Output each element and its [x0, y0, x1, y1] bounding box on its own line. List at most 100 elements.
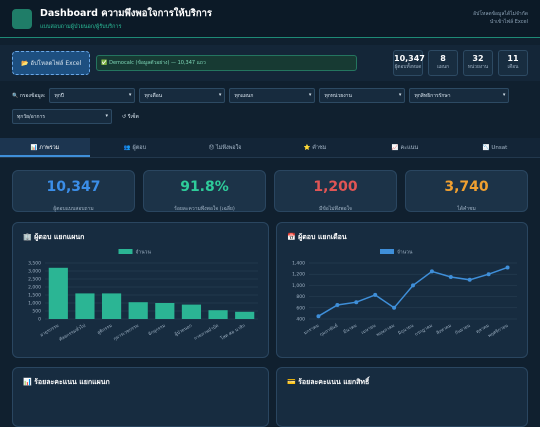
panel: 📊 ร้อยละคะแนน แยกแผนก [12, 367, 269, 427]
panel-title: 📊 ร้อยละคะแนน แยกแผนก [23, 378, 110, 386]
chart-title: 📅 ผู้ตอบ แยกเดือน [287, 233, 347, 241]
y-tick-label: 3,500 [28, 261, 41, 267]
bar [208, 310, 228, 319]
filter-label: 🔍 กรองข้อมูล: [12, 92, 46, 99]
y-tick-label: 1,000 [28, 301, 41, 307]
subtitle: แบบสอบถามผู้ป่วยนอก/ผู้รับบริการ [40, 24, 122, 30]
chart-panel: 🏢 ผู้ตอบ แยกแผนก จำนวน 0 500 1,000 1,500 2,000… [12, 222, 269, 358]
note-line: นำเข้าไฟล์ Excel [489, 19, 528, 25]
panel-title: 💳 ร้อยละคะแนน แยกสิทธิ์ [287, 378, 370, 386]
point [486, 272, 491, 277]
x-tick-label: จักษุกรรม [147, 323, 166, 338]
stat-value: 11 [507, 54, 519, 63]
filter-select[interactable]: ทุกเดือน [139, 88, 226, 103]
kpi-card: 1,200 มีข้อไม่พึงพอใจ [274, 170, 397, 212]
kpi-value: 1,200 [313, 179, 358, 195]
stat: 32 หน่วยงาน [463, 50, 493, 76]
y-tick-label: 400 [296, 317, 305, 323]
kpi-card: 3,740 ได้คำชม [405, 170, 528, 212]
point [505, 265, 510, 270]
x-tick-label: พฤศจิกายน [487, 323, 509, 339]
point [411, 283, 415, 288]
tab[interactable]: 📉 Unsat [482, 145, 508, 151]
x-tick-label: อายุรกรรม [39, 323, 60, 339]
kpi-card: 91.8% ร้อยละความพึงพอใจ (เฉลี่ย) [143, 170, 266, 212]
stat-label: แผนก [436, 65, 450, 70]
point [467, 277, 472, 282]
reset-button[interactable]: ↺ รีเซ็ต [122, 113, 139, 120]
y-tick-label: 800 [296, 294, 305, 300]
panel: 💳 ร้อยละคะแนน แยกสิทธิ์ [276, 367, 528, 427]
x-tick-label: สูติกรรม [96, 323, 113, 336]
kpi-label: ผู้ตอบแบบสอบถาม [53, 206, 94, 212]
filter-select[interactable]: ทุกวัย/อาการ [12, 109, 112, 124]
stat: 11 เดือน [498, 50, 528, 76]
x-tick-label: พฤษภาคม [375, 323, 395, 338]
y-tick-label: 2,500 [28, 277, 41, 283]
tab[interactable]: ⭐ คำชม [303, 145, 327, 151]
chart: จำนวน 0 500 1,000 1,500 2,000 2,500 3,000 3,500 อ… [28, 249, 258, 343]
y-tick-label: 600 [296, 305, 305, 311]
bar [181, 304, 202, 319]
bar [101, 293, 122, 319]
stat-value: 32 [472, 54, 484, 63]
point [335, 303, 340, 307]
filter-select[interactable]: ทุกแผนก [229, 88, 316, 103]
x-tick-label: กุมารเวชกรรม [112, 323, 140, 342]
legend-label: จำนวน [397, 250, 413, 256]
bar [75, 293, 95, 319]
tab[interactable]: 😞 ไม่พึงพอใจ [208, 145, 242, 151]
chart: จำนวน 400 600 800 1,000 1,200 1,400 มกราคม กุมภา… [292, 249, 517, 339]
header: Dashboard ความพึงพอใจการให้บริการแบบสอบถ… [0, 0, 540, 38]
point [316, 314, 321, 319]
kpi-label: มีข้อไม่พึงพอใจ [319, 206, 352, 212]
kpi-value: 3,740 [444, 179, 489, 195]
filter-select[interactable]: ทุกสิทธิการรักษา [409, 88, 510, 103]
stats: 10,347 ผู้ตอบทั้งหมด 8 แผนก 32 หน่วยงาน 11 เดือ… [393, 50, 528, 76]
line [318, 266, 508, 317]
kpi-label: ได้คำชม [457, 206, 476, 212]
y-tick-label: 1,200 [292, 272, 305, 278]
page: Dashboard ความพึงพอใจการให้บริการแบบสอบถ… [0, 0, 540, 405]
x-tick-label: ผู้ป่วยนอก [174, 323, 194, 338]
logo [12, 8, 32, 29]
x-tick-label: เมษายน [361, 324, 377, 336]
x-tick-label: โสต ศอ นาสิก [219, 322, 247, 342]
bar [155, 303, 175, 319]
upload-button[interactable]: 📂 อัปโหลดไฟล์ Excel [12, 51, 91, 75]
note-line: อัปโหลดข้อมูลได้ไม่จำกัด [473, 11, 528, 17]
x-tick-label: กุมภาพันธ์ [318, 322, 339, 338]
bar [128, 302, 148, 319]
point [373, 292, 378, 297]
tab[interactable]: 📊 ภาพรวม [0, 138, 90, 157]
y-tick-label: 0 [38, 317, 41, 323]
status: ✅ Democalc (ข้อมูลตัวอย่าง) — 10,347 แถว [96, 55, 357, 71]
x-tick-label: ศัลยกรรมทั่วไป [58, 322, 87, 343]
stat-label: เดือน [507, 65, 519, 70]
point [354, 300, 359, 305]
toolbar: 📂 อัปโหลดไฟล์ Excel ✅ Democalc (ข้อมูลตั… [0, 45, 540, 81]
x-tick-label: ตุลาคม [476, 324, 491, 335]
x-tick-label: กันยายน [454, 323, 471, 337]
kpi-value: 10,347 [46, 179, 101, 195]
note: อัปโหลดข้อมูลได้ไม่จำกัดนำเข้าไฟล์ Excel [473, 10, 528, 26]
tab[interactable]: 📈 คะแนน [391, 145, 419, 151]
y-tick-label: 500 [32, 309, 41, 315]
legend-label: จำนวน [136, 250, 152, 256]
chart-panel: 📅 ผู้ตอบ แยกเดือน จำนวน 400 600 800 1,000 1,20… [276, 222, 528, 358]
y-tick-label: 3,000 [28, 269, 41, 275]
legend-swatch [380, 249, 394, 254]
y-tick-label: 1,500 [28, 293, 41, 299]
y-tick-label: 1,400 [292, 261, 305, 267]
kpi-label: ร้อยละความพึงพอใจ (เฉลี่ย) [174, 206, 235, 212]
filter-select[interactable]: ทุกหน่วยงาน [319, 88, 406, 103]
bar [235, 311, 255, 319]
tab[interactable]: 👥 ผู้ตอบ [123, 145, 147, 151]
title: Dashboard ความพึงพอใจการให้บริการ [40, 8, 213, 19]
filter-select[interactable]: ทุกปี [49, 88, 136, 103]
bar [48, 267, 68, 319]
point [392, 305, 397, 310]
stat: 10,347 ผู้ตอบทั้งหมด [393, 50, 425, 76]
x-tick-label: มกราคม [303, 323, 320, 337]
stat-value: 8 [440, 54, 446, 63]
